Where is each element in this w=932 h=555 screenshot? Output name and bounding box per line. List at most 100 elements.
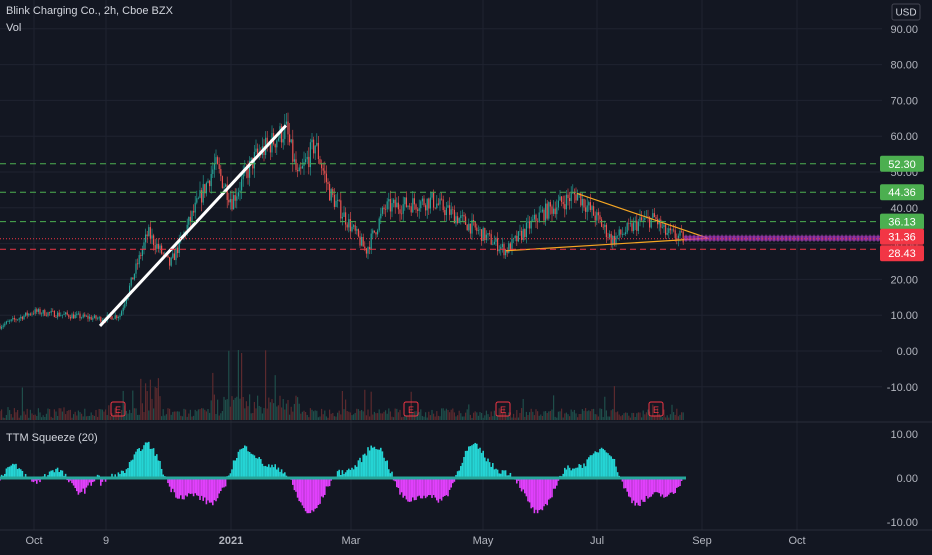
volume-bar bbox=[451, 410, 452, 420]
currency-label[interactable]: USD bbox=[895, 8, 916, 19]
candle bbox=[675, 230, 676, 238]
candle bbox=[99, 317, 100, 318]
volume-bar bbox=[679, 415, 680, 420]
squeeze-bar bbox=[522, 478, 524, 489]
candle bbox=[36, 309, 37, 312]
squeeze-bar bbox=[601, 448, 603, 478]
squeeze-bar bbox=[182, 478, 184, 499]
candle bbox=[622, 234, 623, 235]
volume-bar bbox=[380, 413, 381, 420]
volume-bar bbox=[395, 409, 396, 420]
candle bbox=[31, 314, 32, 315]
volume-bar bbox=[324, 411, 325, 420]
volume-bar bbox=[535, 409, 536, 420]
candle bbox=[494, 242, 495, 245]
squeeze-bar bbox=[486, 461, 488, 478]
volume-bar bbox=[383, 412, 384, 420]
volume-bar bbox=[438, 416, 439, 420]
candle bbox=[367, 247, 368, 254]
candle bbox=[446, 208, 447, 215]
volume-bar bbox=[139, 415, 140, 420]
squeeze-bar bbox=[434, 478, 436, 498]
squeeze-bar bbox=[444, 478, 446, 496]
candle bbox=[55, 317, 56, 318]
volume-bar bbox=[439, 416, 440, 420]
volume-bar bbox=[636, 413, 637, 420]
squeeze-bar bbox=[473, 444, 475, 478]
squeeze-bar bbox=[250, 454, 252, 478]
candle bbox=[199, 190, 200, 198]
volume-bar bbox=[401, 417, 402, 420]
candle bbox=[84, 315, 85, 317]
volume-bar bbox=[113, 416, 114, 420]
candle bbox=[484, 228, 485, 240]
candle bbox=[230, 199, 231, 202]
candle bbox=[654, 213, 655, 217]
volume-bar bbox=[107, 415, 108, 420]
volume-bar bbox=[182, 416, 183, 420]
candle bbox=[231, 199, 232, 209]
volume-bar bbox=[558, 412, 559, 420]
candle bbox=[539, 213, 540, 223]
x-tick-label: 2021 bbox=[219, 535, 243, 547]
candle bbox=[236, 196, 237, 200]
volume-bar bbox=[577, 417, 578, 420]
candle bbox=[633, 222, 634, 231]
volume-bar bbox=[449, 412, 450, 420]
candle bbox=[377, 230, 378, 234]
candle bbox=[87, 316, 88, 319]
candle bbox=[327, 182, 328, 184]
squeeze-bar bbox=[260, 459, 262, 478]
volume-bar bbox=[15, 412, 16, 420]
volume-bar bbox=[308, 417, 309, 420]
volume-bar bbox=[561, 409, 562, 420]
candle bbox=[663, 225, 664, 228]
volume-bar bbox=[462, 417, 463, 420]
candle bbox=[348, 219, 349, 227]
y-tick-label: 80.00 bbox=[890, 60, 918, 72]
volume-bar bbox=[79, 412, 80, 420]
squeeze-bar bbox=[426, 478, 428, 497]
candle bbox=[3, 326, 4, 327]
volume-bar bbox=[327, 418, 328, 420]
candle bbox=[425, 205, 426, 210]
candle bbox=[353, 225, 354, 226]
volume-bar bbox=[278, 405, 279, 420]
candle bbox=[145, 235, 146, 243]
price-axis[interactable]: 90.0080.0070.0060.0050.0040.0030.0020.00… bbox=[880, 24, 924, 529]
volume-bar bbox=[377, 413, 378, 420]
squeeze-bar bbox=[644, 478, 646, 502]
volume-bar bbox=[422, 416, 423, 420]
squeeze-bar bbox=[375, 449, 377, 478]
candle bbox=[17, 320, 18, 321]
squeeze-bar bbox=[639, 478, 641, 506]
candle bbox=[209, 181, 210, 186]
volume-bar bbox=[22, 387, 23, 420]
candle bbox=[6, 321, 7, 323]
volume-bar bbox=[86, 416, 87, 420]
volume-bar bbox=[329, 410, 330, 420]
squeeze-bar bbox=[154, 456, 156, 478]
candle bbox=[401, 214, 402, 215]
candle bbox=[551, 206, 552, 213]
squeeze-bar bbox=[631, 478, 633, 503]
candle bbox=[345, 212, 346, 224]
volume-bar bbox=[379, 409, 380, 420]
volume-bar bbox=[457, 415, 458, 420]
candle bbox=[603, 227, 604, 228]
squeeze-bar bbox=[321, 478, 323, 496]
candle bbox=[547, 204, 548, 219]
candle bbox=[63, 314, 64, 315]
squeeze-bar bbox=[244, 445, 246, 478]
squeeze-bar bbox=[593, 454, 595, 478]
squeeze-bar bbox=[588, 457, 590, 478]
volume-bar bbox=[359, 411, 360, 420]
candle bbox=[467, 225, 468, 231]
squeeze-bar bbox=[202, 478, 204, 501]
volume-bar bbox=[183, 409, 184, 420]
volume-bar bbox=[617, 411, 618, 420]
candle bbox=[358, 229, 359, 236]
